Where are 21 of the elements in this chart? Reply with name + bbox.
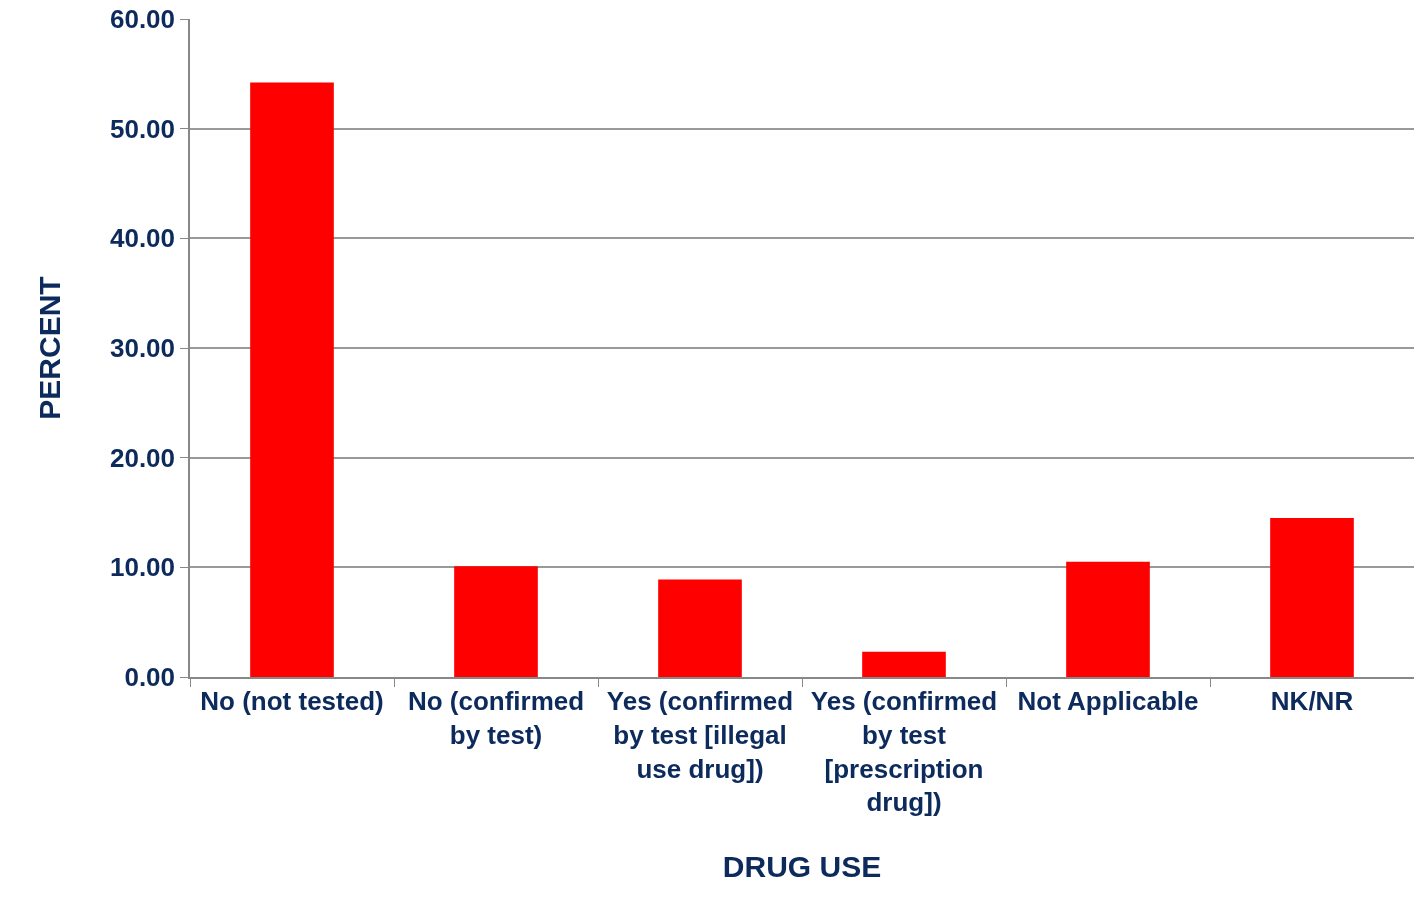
- y-tick-label: 20.00: [109, 442, 176, 473]
- bar: [454, 566, 538, 677]
- x-tick-label: Yes (confirmed by test [prescription drug]): [810, 685, 998, 818]
- x-tick-label: No (not tested): [200, 685, 384, 716]
- y-tick-label: 30.00: [109, 333, 176, 364]
- x-tick-label: NK/NR: [1270, 685, 1354, 716]
- y-tick-label: 60.00: [109, 4, 176, 35]
- x-tick-label: Not Applicable: [1017, 685, 1199, 716]
- x-axis-title: DRUG USE: [722, 850, 882, 884]
- y-tick-label: 50.00: [109, 113, 176, 144]
- bar: [1270, 517, 1354, 677]
- y-axis-title: PERCENT: [33, 276, 67, 420]
- y-tick-label: 40.00: [109, 223, 176, 254]
- y-tick-label: 0.00: [124, 662, 176, 693]
- y-tick-label: 10.00: [109, 552, 176, 583]
- x-tick-label: No (confirmed by test): [407, 685, 585, 750]
- bar: [862, 651, 946, 677]
- bar: [1066, 561, 1150, 677]
- x-tick-label: Yes (confirmed by test [illegal use drug]): [606, 685, 794, 784]
- bar: [250, 82, 334, 677]
- bar: [658, 579, 742, 677]
